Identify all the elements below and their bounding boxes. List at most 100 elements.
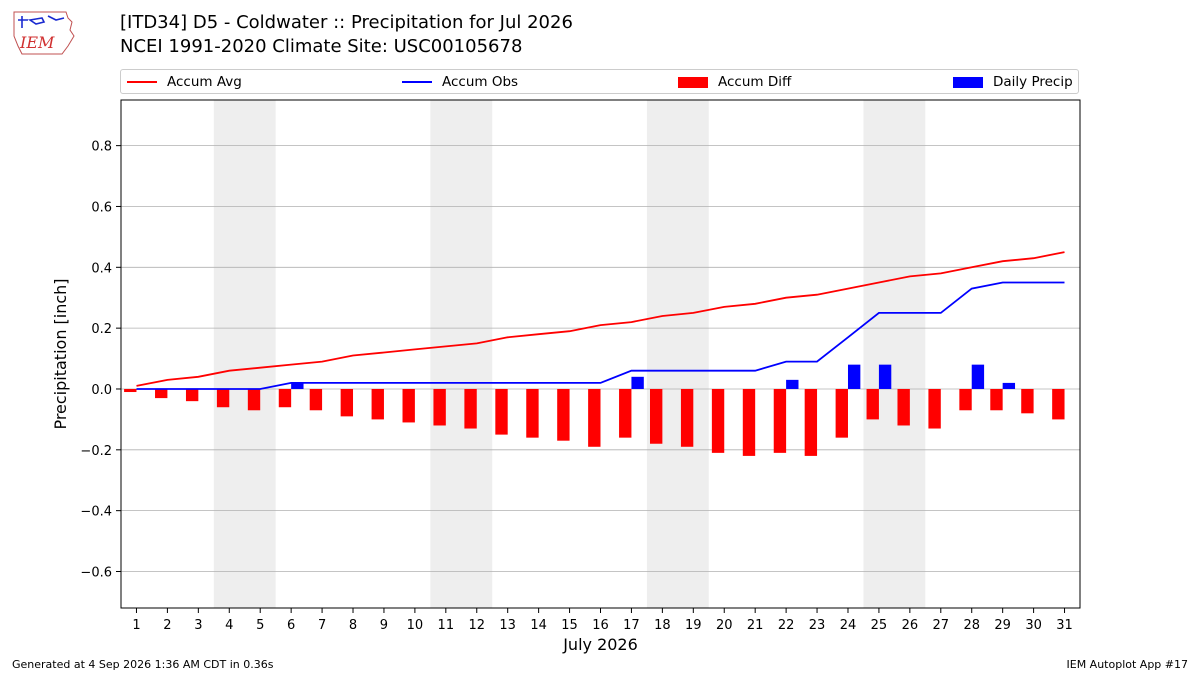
accum-diff-bar	[1021, 388, 1034, 414]
accum-diff-bar	[124, 388, 137, 393]
accum-diff-bar	[247, 388, 261, 411]
accum-diff-bar	[990, 388, 1003, 411]
legend-item-accum-avg: Accum Avg	[127, 74, 242, 90]
accum-diff-bar	[680, 388, 694, 447]
x-tick-label: 20	[716, 618, 733, 633]
x-tick-label: 2	[163, 618, 171, 633]
daily-precip-bar	[847, 364, 861, 389]
x-tick-label: 3	[194, 618, 202, 633]
x-tick-label: 4	[225, 618, 233, 633]
accum-diff-bar	[278, 388, 292, 408]
x-tick-label: 12	[468, 618, 485, 633]
legend-item-accum-obs: Accum Obs	[402, 74, 518, 90]
x-tick-label: 15	[561, 618, 578, 633]
accum-diff-bar	[495, 388, 508, 435]
accum-diff-bar	[649, 388, 663, 444]
x-tick-label: 24	[840, 618, 857, 633]
legend-swatch-accum-diff	[678, 76, 708, 88]
daily-precip-bar	[971, 364, 985, 389]
legend-label-accum-obs: Accum Obs	[442, 74, 519, 90]
x-tick-label: 21	[747, 618, 764, 633]
accum-diff-bar	[433, 388, 446, 426]
x-tick-label: 31	[1056, 618, 1073, 633]
weekend-band	[863, 100, 926, 608]
accum-diff-bar	[619, 388, 632, 438]
y-tick-label: 0.0	[91, 383, 112, 398]
accum-diff-bar	[464, 388, 477, 429]
x-tick-label: 29	[994, 618, 1011, 633]
daily-precip-bar	[291, 382, 304, 389]
daily-precip-bar	[1002, 382, 1016, 389]
accum-diff-bar	[928, 388, 941, 429]
footer-generated: Generated at 4 Sep 2026 1:36 AM CDT in 0…	[12, 658, 274, 671]
x-tick-label: 16	[592, 618, 609, 633]
accum-diff-bar	[402, 388, 415, 423]
x-tick-label: 1	[132, 618, 140, 633]
y-axis-label: Precipitation [inch]	[51, 278, 70, 429]
accum-diff-bar	[557, 388, 570, 441]
y-tick-label: 0.6	[91, 200, 112, 215]
series-lines	[136, 251, 1065, 390]
accum-diff-bar	[340, 388, 354, 417]
weekend-shading	[213, 100, 926, 608]
y-tick-label: −0.4	[80, 505, 112, 520]
x-tick-label: 8	[349, 618, 357, 633]
legend-label-accum-diff: Accum Diff	[718, 74, 792, 90]
legend-item-daily-precip: Daily Precip	[953, 74, 1073, 90]
accum-diff-bar	[371, 388, 384, 420]
accum-diff-bar	[804, 388, 818, 456]
y-tick-label: 0.4	[91, 261, 112, 276]
weekend-band	[646, 100, 709, 608]
x-tick-label: 10	[407, 618, 424, 633]
accum-diff-bar	[866, 388, 879, 420]
legend-item-accum-diff: Accum Diff	[678, 74, 791, 90]
legend-swatch-daily-precip	[953, 76, 983, 88]
y-tick-label: 0.2	[91, 322, 112, 337]
daily-precip-bar	[786, 379, 799, 389]
x-tick-label: 25	[871, 618, 888, 633]
y-tick-label: −0.6	[80, 565, 112, 580]
iem-logo: IEM	[13, 11, 75, 55]
accum-diff-bar	[742, 388, 756, 456]
legend: Accum Avg Accum Obs Accum Diff Daily Pre…	[120, 69, 1079, 94]
chart-title: [ITD34] D5 - Coldwater :: Precipitation …	[120, 12, 573, 33]
weekend-band	[430, 100, 493, 608]
x-tick-label: 27	[933, 618, 950, 633]
accum-diff-bar	[526, 388, 539, 438]
legend-label-daily-precip: Daily Precip	[993, 74, 1073, 90]
daily-precip-bar	[631, 376, 644, 389]
axis-ticks: −0.6−0.4−0.20.00.20.40.60.81 2 3 4 5 6 7 8 9 10 11…	[80, 140, 1072, 633]
legend-swatch-accum-avg	[127, 81, 157, 83]
x-tick-label: 18	[654, 618, 671, 633]
legend-swatch-accum-obs	[402, 81, 432, 83]
chart-subtitle: NCEI 1991-2020 Climate Site: USC00105678	[120, 36, 523, 57]
x-tick-label: 7	[318, 618, 326, 633]
x-tick-label: 9	[380, 618, 388, 633]
x-tick-label: 14	[530, 618, 547, 633]
x-tick-label: 13	[499, 618, 516, 633]
accum-diff-bar	[897, 388, 910, 426]
x-tick-label: 30	[1025, 618, 1042, 633]
x-tick-label: 19	[685, 618, 702, 633]
y-tick-label: 0.8	[91, 140, 112, 155]
accum-diff-bar	[216, 388, 230, 408]
accum-obs-line	[136, 281, 1065, 390]
x-tick-label: 22	[778, 618, 795, 633]
accum-diff-bar	[835, 388, 848, 438]
footer-app: IEM Autoplot App #17	[1066, 658, 1189, 671]
x-tick-label: 23	[809, 618, 826, 633]
accum-diff-bar	[773, 388, 787, 453]
daily-precip-bar	[878, 364, 892, 389]
x-tick-label: 17	[623, 618, 640, 633]
weekend-band	[213, 100, 276, 608]
accum-diff-bar	[588, 388, 601, 447]
logo-text: IEM	[19, 33, 55, 52]
accum-diff-bar	[155, 388, 168, 399]
x-tick-label: 28	[963, 618, 980, 633]
accum-diff-bar	[309, 388, 323, 411]
accum-diff-bar	[959, 388, 972, 411]
accum-diff-bar	[185, 388, 199, 402]
accum-diff-bar	[711, 388, 725, 453]
accum-diff-bar	[1052, 388, 1065, 420]
